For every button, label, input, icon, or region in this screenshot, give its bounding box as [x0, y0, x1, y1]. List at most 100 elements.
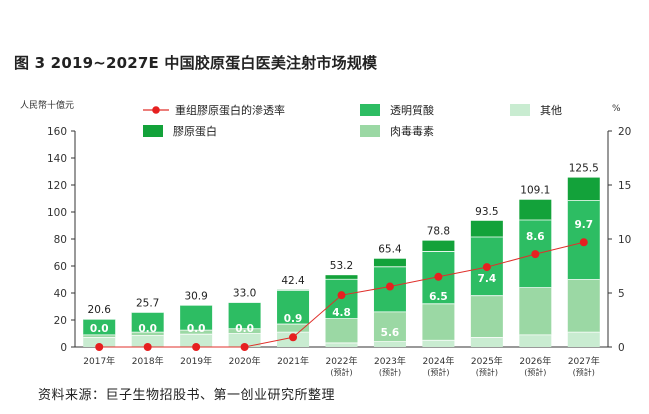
legend-swatch-hyaluronic [360, 104, 380, 116]
y-right-tick-label: 20 [618, 126, 631, 138]
penetration-rate-label: 0.0 [235, 323, 254, 335]
bar-segment-other [83, 337, 116, 347]
legend-swatch-collagen [143, 125, 163, 137]
y-left-tick-label: 140 [47, 153, 67, 165]
bar-segment-other [277, 332, 310, 347]
bar-segment-botulinum [83, 334, 116, 338]
bar-segment-hyaluronic [131, 312, 164, 333]
bar-total-label: 25.7 [136, 297, 159, 309]
bar-segment-hyaluronic [373, 266, 406, 312]
x-tick-label: 2023年 [374, 355, 406, 367]
penetration-rate-label: 8.6 [526, 231, 545, 243]
bar-segment-other [180, 334, 213, 347]
bar-total-label: 109.1 [520, 185, 550, 197]
bar-segment-hyaluronic [567, 200, 600, 280]
bar-segment-other [131, 335, 164, 347]
bar-segment-botulinum [131, 332, 164, 336]
bar-segment-hyaluronic [470, 236, 503, 296]
penetration-rate-label: 0.0 [187, 323, 206, 335]
x-tick-note: (预計) [524, 367, 546, 377]
x-tick-note: (预計) [427, 367, 449, 377]
bar-segment-botulinum [470, 295, 503, 338]
bar-segment-botulinum [422, 303, 455, 341]
y-left-tick-label: 120 [47, 180, 67, 192]
bar-segment-hyaluronic [277, 290, 310, 325]
penetration-rate-point [385, 282, 394, 291]
y-right-tick-label: 0 [618, 342, 625, 354]
legend-label: 重组膠原蛋白的滲透率 [175, 103, 285, 117]
bar-segment-collagen [422, 240, 455, 252]
bar-total-label: 33.0 [233, 287, 256, 299]
bar-segment-hyaluronic [228, 302, 261, 329]
legend-label: 肉毒毒素 [390, 125, 434, 138]
bar-segment-other [373, 341, 406, 347]
x-tick-note: (预計) [330, 367, 352, 377]
legend-label: 其他 [540, 104, 562, 117]
bar-total-label: 20.6 [88, 304, 112, 316]
x-tick-label: 2017年 [83, 355, 115, 367]
penetration-rate-point [337, 291, 346, 300]
penetration-rate-label: 7.4 [478, 273, 497, 285]
bar-segment-other [567, 332, 600, 347]
bar-segment-collagen [519, 199, 552, 220]
x-tick-label: 2022年 [326, 355, 358, 367]
penetration-rate-label: 4.8 [332, 307, 351, 319]
bar-segment-collagen [567, 177, 600, 201]
penetration-rate-point [579, 238, 588, 247]
bar-segment-other [519, 334, 552, 347]
bar-total-label: 30.9 [184, 290, 207, 302]
penetration-rate-label: 0.0 [138, 323, 157, 335]
bar-segment-botulinum [519, 287, 552, 335]
x-tick-label: 2024年 [422, 355, 454, 367]
x-tick-label: 2027年 [568, 355, 600, 367]
penetration-rate-point [143, 343, 152, 351]
y-left-tick-label: 20 [54, 315, 67, 327]
penetration-rate-point [240, 343, 249, 351]
y-left-tick-label: 0 [60, 342, 67, 354]
y-left-tick-label: 160 [47, 126, 67, 138]
data-labels: 20.6 25.7 30.9 33.0 42.4 53.2 65.4 78.8 93.5 109.… [88, 163, 599, 339]
bar-total-label: 78.8 [427, 226, 450, 238]
bar-segment-botulinum [373, 311, 406, 342]
legend-label: 透明質酸 [390, 103, 434, 117]
bar-segment-hyaluronic [422, 251, 455, 304]
penetration-rate-point [434, 272, 443, 281]
y-left-tick-label: 60 [54, 261, 67, 273]
bar-segment-botulinum [228, 328, 261, 334]
legend-swatch-other [510, 104, 530, 116]
x-tick-label: 2019年 [180, 355, 212, 367]
penetration-rate-point [482, 263, 491, 272]
bar-total-label: 65.4 [378, 244, 402, 256]
x-tick-label: 2018年 [132, 355, 164, 367]
bar-segment-collagen [373, 258, 406, 267]
penetration-rate-label: 0.9 [284, 313, 303, 325]
bar-segment-other [228, 333, 261, 347]
x-tick-note: (预計) [476, 367, 498, 377]
x-tick-label: 2020年 [229, 355, 261, 367]
x-tick-label: 2026年 [519, 355, 551, 367]
bar-segment-collagen [325, 275, 358, 280]
bar-segment-botulinum [180, 330, 213, 335]
y-left-tick-label: 100 [47, 207, 67, 219]
bar-total-label: 53.2 [330, 260, 353, 272]
bar-segment-other [325, 342, 358, 347]
bar-segment-collagen [277, 289, 310, 291]
bar-segment-other [422, 340, 455, 347]
axes: 0 20 40 60 80 100 120 140 160 0 5 10 15 20 人民幣十億元 % 2017… [20, 99, 631, 377]
bar-segment-botulinum [567, 279, 600, 333]
x-tick-label: 2021年 [277, 355, 309, 367]
penetration-rate-line [95, 238, 588, 351]
y-left-tick-label: 80 [54, 234, 67, 246]
y-left-tick-label: 40 [54, 288, 67, 300]
bar-total-label: 125.5 [569, 163, 599, 175]
legend-marker-swatch [152, 106, 160, 114]
bar-segment-collagen [470, 220, 503, 237]
x-tick-label: 2025年 [471, 355, 503, 367]
bar-segment-hyaluronic [180, 305, 213, 331]
x-tick-note: (预計) [379, 367, 401, 377]
bar-segment-hyaluronic [325, 279, 358, 319]
y-right-tick-label: 5 [618, 288, 625, 300]
penetration-rate-point [289, 333, 298, 342]
y-right-tick-label: 10 [618, 234, 631, 246]
